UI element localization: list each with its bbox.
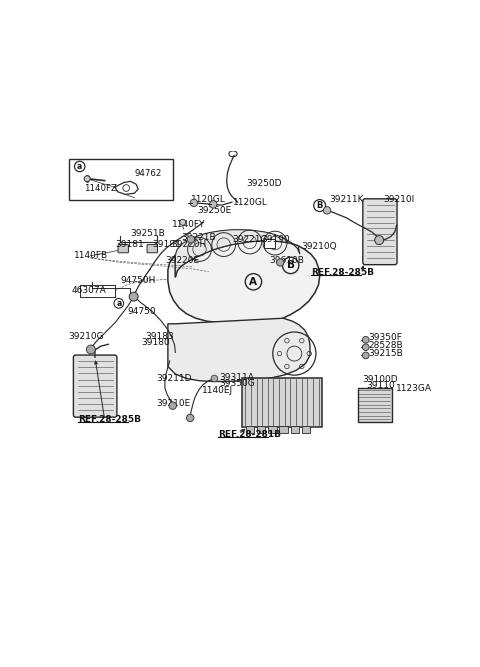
- Text: 1120GL: 1120GL: [191, 195, 226, 205]
- Text: 39220E: 39220E: [165, 256, 199, 265]
- Text: 39221B: 39221B: [181, 233, 216, 241]
- Text: 39350G: 39350G: [219, 379, 255, 388]
- Text: 39100D: 39100D: [362, 375, 398, 384]
- Circle shape: [129, 292, 138, 301]
- Circle shape: [211, 375, 218, 382]
- Circle shape: [375, 235, 384, 245]
- Text: 39183: 39183: [145, 331, 174, 341]
- Circle shape: [86, 345, 96, 354]
- Text: 94750: 94750: [128, 307, 156, 316]
- Text: 39181: 39181: [115, 240, 144, 249]
- Circle shape: [362, 344, 369, 351]
- Text: 39250E: 39250E: [198, 206, 232, 215]
- FancyBboxPatch shape: [118, 245, 129, 253]
- Polygon shape: [168, 318, 310, 382]
- Text: 39350F: 39350F: [368, 333, 402, 342]
- FancyBboxPatch shape: [363, 199, 397, 265]
- Circle shape: [169, 402, 177, 410]
- FancyBboxPatch shape: [241, 378, 322, 427]
- FancyBboxPatch shape: [358, 388, 392, 422]
- Circle shape: [84, 176, 90, 181]
- FancyBboxPatch shape: [268, 426, 276, 433]
- Text: 1140FZ: 1140FZ: [84, 183, 117, 193]
- FancyBboxPatch shape: [279, 426, 288, 433]
- Circle shape: [187, 235, 195, 243]
- Text: 39211D: 39211D: [156, 374, 192, 383]
- Circle shape: [210, 201, 217, 208]
- FancyBboxPatch shape: [257, 426, 265, 433]
- Text: 1123GA: 1123GA: [396, 384, 432, 394]
- Text: 39110: 39110: [366, 382, 395, 390]
- Polygon shape: [175, 229, 300, 277]
- Bar: [69, 159, 173, 200]
- Text: 39221C: 39221C: [232, 235, 266, 244]
- Text: 94750H: 94750H: [120, 275, 156, 285]
- Circle shape: [180, 219, 186, 225]
- Text: 39610B: 39610B: [269, 256, 304, 265]
- Circle shape: [362, 336, 369, 343]
- Text: 39220H: 39220H: [171, 240, 206, 249]
- Text: 39250D: 39250D: [246, 179, 281, 188]
- Text: 39215B: 39215B: [368, 349, 403, 358]
- Text: 1140FY: 1140FY: [172, 220, 206, 229]
- Text: 1120GL: 1120GL: [233, 197, 268, 207]
- Circle shape: [324, 207, 331, 214]
- Text: 46307A: 46307A: [71, 286, 106, 295]
- Circle shape: [276, 259, 284, 266]
- Circle shape: [186, 414, 194, 422]
- Text: REF.28-285B: REF.28-285B: [78, 415, 141, 424]
- Text: 94762: 94762: [134, 169, 162, 177]
- Text: 1140FB: 1140FB: [74, 251, 108, 260]
- Text: 39210E: 39210E: [156, 399, 190, 408]
- Text: 39190: 39190: [262, 235, 290, 244]
- Text: 28528B: 28528B: [368, 341, 403, 350]
- Text: a: a: [77, 162, 83, 171]
- Circle shape: [190, 199, 198, 207]
- Text: 39211K: 39211K: [330, 195, 364, 205]
- Text: a: a: [116, 299, 121, 308]
- Text: 39311A: 39311A: [219, 372, 254, 382]
- Polygon shape: [168, 241, 320, 325]
- Text: A: A: [250, 277, 257, 287]
- Text: REF.28-281B: REF.28-281B: [218, 430, 281, 439]
- Text: B: B: [316, 201, 323, 210]
- FancyBboxPatch shape: [302, 426, 310, 433]
- Text: B: B: [287, 260, 295, 270]
- Text: 39181: 39181: [152, 240, 181, 249]
- FancyBboxPatch shape: [73, 355, 117, 417]
- Circle shape: [362, 352, 369, 359]
- Text: REF.28-285B: REF.28-285B: [311, 268, 374, 277]
- Text: 1140EJ: 1140EJ: [202, 386, 233, 396]
- FancyBboxPatch shape: [246, 426, 254, 433]
- Text: 39180: 39180: [141, 338, 170, 347]
- FancyBboxPatch shape: [290, 426, 299, 433]
- FancyBboxPatch shape: [147, 245, 157, 253]
- FancyBboxPatch shape: [264, 239, 275, 247]
- Text: 39210Q: 39210Q: [301, 242, 336, 251]
- Text: 39210G: 39210G: [68, 331, 104, 341]
- Text: 39251B: 39251B: [130, 229, 165, 238]
- Text: 39210I: 39210I: [384, 195, 415, 205]
